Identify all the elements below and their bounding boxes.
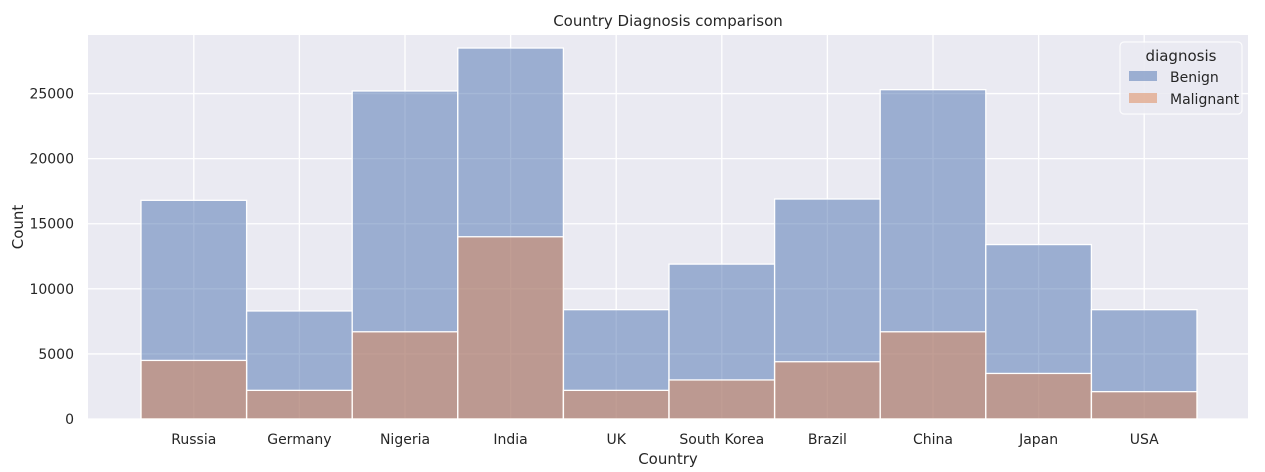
x-tick-label: Nigeria xyxy=(380,432,430,448)
bar-malignant xyxy=(351,331,459,420)
y-tick-label: 15000 xyxy=(29,217,74,233)
chart-title: Country Diagnosis comparison xyxy=(553,12,783,30)
bar-malignant xyxy=(562,389,670,420)
legend-label-malignant: Malignant xyxy=(1170,92,1240,108)
x-axis-label: Country xyxy=(638,450,698,468)
legend-swatch-benign xyxy=(1129,71,1157,81)
legend-label-benign: Benign xyxy=(1170,70,1219,86)
y-tick-label: 0 xyxy=(65,412,74,428)
y-tick-labels: 0 5000 10000 15000 20000 25000 xyxy=(29,87,74,428)
bars xyxy=(140,47,1198,420)
bar-malignant xyxy=(985,372,1093,420)
x-tick-label: India xyxy=(493,432,527,448)
y-tick-label: 10000 xyxy=(29,282,74,298)
x-tick-label: UK xyxy=(606,432,626,448)
x-tick-label: South Korea xyxy=(679,432,764,448)
x-tick-labels: Russia Germany Nigeria India UK South Korea Br… xyxy=(171,432,1159,448)
x-tick-label: USA xyxy=(1130,432,1159,448)
bar-malignant xyxy=(245,389,353,420)
bar-malignant xyxy=(140,359,248,420)
legend: diagnosis Benign Malignant xyxy=(1119,41,1243,115)
bar-malignant xyxy=(457,236,565,420)
y-tick-label: 25000 xyxy=(29,87,74,103)
bar-malignant xyxy=(773,361,881,420)
bar-malignant xyxy=(1090,391,1198,420)
x-tick-label: Russia xyxy=(171,432,216,448)
x-tick-label: Japan xyxy=(1018,432,1058,448)
y-tick-label: 20000 xyxy=(29,152,74,168)
x-tick-label: China xyxy=(913,432,953,448)
legend-swatch-malignant xyxy=(1129,93,1157,103)
bar-malignant xyxy=(668,379,776,420)
y-axis-label: Count xyxy=(9,205,27,250)
x-tick-label: Brazil xyxy=(808,432,847,448)
legend-title: diagnosis xyxy=(1146,47,1217,65)
y-tick-label: 5000 xyxy=(38,347,74,363)
bar-malignant xyxy=(879,331,987,420)
x-tick-label: Germany xyxy=(267,432,331,448)
